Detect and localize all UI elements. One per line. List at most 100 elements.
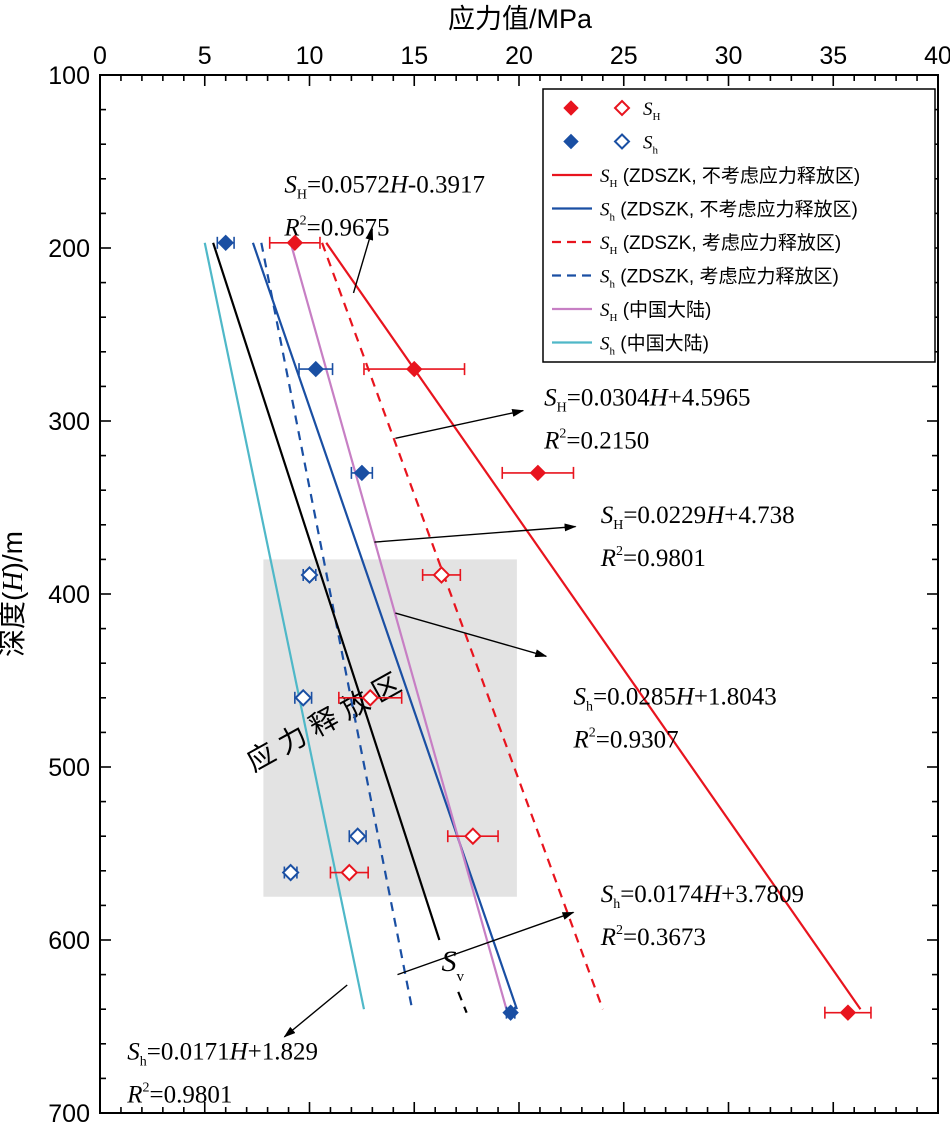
legend-label: SH (ZDSZK, 不考虑应力释放区): [600, 165, 860, 190]
y-tick-label: 200: [48, 235, 90, 263]
y-tick-label: 500: [48, 754, 90, 782]
y-axis-title-end: )/m: [0, 531, 28, 571]
fit-line-Sv_tail: [457, 991, 468, 1014]
data-point-SH-open: [340, 863, 359, 882]
legend-text: (ZDSZK, 考虑应力释放区): [617, 232, 841, 254]
x-tick-label: 0: [93, 42, 107, 70]
legend-label: Sh: [643, 133, 659, 157]
data-point-Sh-open: [348, 827, 367, 846]
eq-subscript: h: [586, 700, 593, 715]
fit-line-SH_release: [321, 242, 604, 1010]
sv-label-sub: v: [456, 969, 464, 985]
x-tick-label: 20: [505, 42, 533, 70]
x-axis-title: 应力值/MPa: [448, 4, 593, 34]
legend-label: Sh (中国大陆): [600, 333, 709, 358]
x-tick-label: 10: [296, 42, 324, 70]
x-tick-label: 35: [819, 42, 847, 70]
eq-coefficient: =0.0174: [620, 881, 703, 908]
legend-text: (ZDSZK, 不考虑应力释放区): [617, 165, 860, 187]
data-point-Sh-open: [300, 566, 319, 584]
ann-shh-china: Sh=0.0171H+1.829 R2=0.9801: [126, 984, 348, 1108]
annotation-r2: R2=0.2150: [543, 426, 649, 454]
eq-variable: H: [229, 1038, 250, 1065]
legend-symbol: S: [600, 200, 610, 221]
x-tick-label: 15: [400, 42, 428, 70]
r2-symbol: R: [600, 924, 616, 951]
legend-entry: Sh (ZDSZK, 考虑应力释放区): [552, 266, 839, 291]
fit-line-Sh_no_release: [251, 242, 518, 1010]
legend-subscript: H: [653, 111, 661, 123]
legend-label: SH (中国大陆): [600, 299, 711, 324]
eq-intercept: +4.5965: [668, 384, 751, 411]
r2-superscript: 2: [559, 426, 566, 441]
legend-symbol: S: [600, 300, 610, 321]
y-tick-label: 300: [48, 408, 90, 436]
legend-symbol: S: [643, 99, 653, 120]
legend-entry: Sh (中国大陆): [552, 333, 709, 358]
data-point-SH-open: [463, 827, 482, 846]
eq-intercept: +4.738: [724, 502, 794, 529]
r2-superscript: 2: [616, 544, 623, 559]
r2-symbol: R: [283, 215, 299, 242]
legend-label: Sh (ZDSZK, 不考虑应力释放区): [600, 199, 858, 224]
data-point-SH-filled: [529, 464, 547, 482]
legend-text: (ZDSZK, 不考虑应力释放区): [615, 199, 858, 221]
legend-symbol: S: [600, 166, 610, 187]
x-tick-label: 30: [715, 42, 743, 70]
ann-shh-no-release: Sh=0.0285H+1.8043 R2=0.9307: [395, 612, 777, 754]
r2-value: =0.9801: [623, 545, 706, 572]
legend-entry: SH (中国大陆): [552, 299, 711, 324]
annotation-r2: R2=0.9801: [600, 544, 706, 572]
legend-text: (ZDSZK, 考虑应力释放区): [615, 266, 839, 288]
legend-subscript: h: [610, 279, 616, 291]
annotation-arrow: [374, 523, 577, 543]
eq-intercept: +1.8043: [694, 684, 777, 711]
eq-coefficient: =0.0572: [307, 172, 390, 199]
fit-line-SH_china: [289, 242, 508, 1010]
data-point-Sh-filled: [502, 1004, 519, 1021]
legend-entry: SH (ZDSZK, 考虑应力释放区): [552, 232, 841, 257]
fit-line-Sv: [212, 242, 441, 941]
eq-coefficient: =0.0229: [623, 502, 706, 529]
data-point-SH-filled: [286, 234, 304, 252]
legend-symbol: S: [600, 267, 610, 288]
legend-marker-filled: [563, 100, 579, 116]
y-tick-label: 400: [48, 581, 90, 609]
r2-symbol: R: [572, 727, 588, 754]
eq-symbol: S: [544, 384, 557, 411]
legend-box: [542, 88, 936, 363]
annotation-r2: R2=0.9801: [126, 1080, 232, 1108]
annotation-equation: Sh=0.0174H+3.7809: [601, 881, 804, 912]
eq-symbol: S: [284, 172, 297, 199]
r2-value: =0.3673: [623, 924, 706, 951]
legend-marker-filled: [563, 133, 579, 150]
legend-label: Sh (ZDSZK, 考虑应力释放区): [600, 266, 839, 291]
legend-symbol: S: [600, 334, 610, 355]
eq-symbol: S: [601, 502, 614, 529]
annotation-r2: R2=0.9307: [572, 726, 678, 754]
r2-superscript: 2: [300, 214, 307, 229]
r2-value: =0.9801: [150, 1081, 233, 1108]
fit-line-Sh_china: [203, 242, 366, 1010]
legend-marker-open: [613, 133, 631, 150]
ann-shh-release: Sh=0.0174H+3.7809 R2=0.3673: [397, 881, 804, 976]
x-tick-label: 25: [610, 42, 638, 70]
legend-entry: Sh: [563, 133, 659, 157]
annotation-arrow: [395, 612, 548, 658]
annotation-arrow: [397, 911, 575, 976]
eq-subscript: H: [557, 400, 567, 415]
annotation-equation: Sh=0.0171H+1.829: [127, 1038, 318, 1069]
legend-text: (中国大陆): [617, 299, 711, 321]
x-tick-label: 40: [924, 42, 950, 70]
legend-label: SH: [643, 99, 661, 123]
x-tick-label: 5: [198, 42, 212, 70]
r2-symbol: R: [600, 545, 616, 572]
r2-superscript: 2: [589, 726, 596, 741]
data-point-Sh-filled: [217, 234, 234, 252]
eq-coefficient: =0.0171: [147, 1038, 230, 1065]
